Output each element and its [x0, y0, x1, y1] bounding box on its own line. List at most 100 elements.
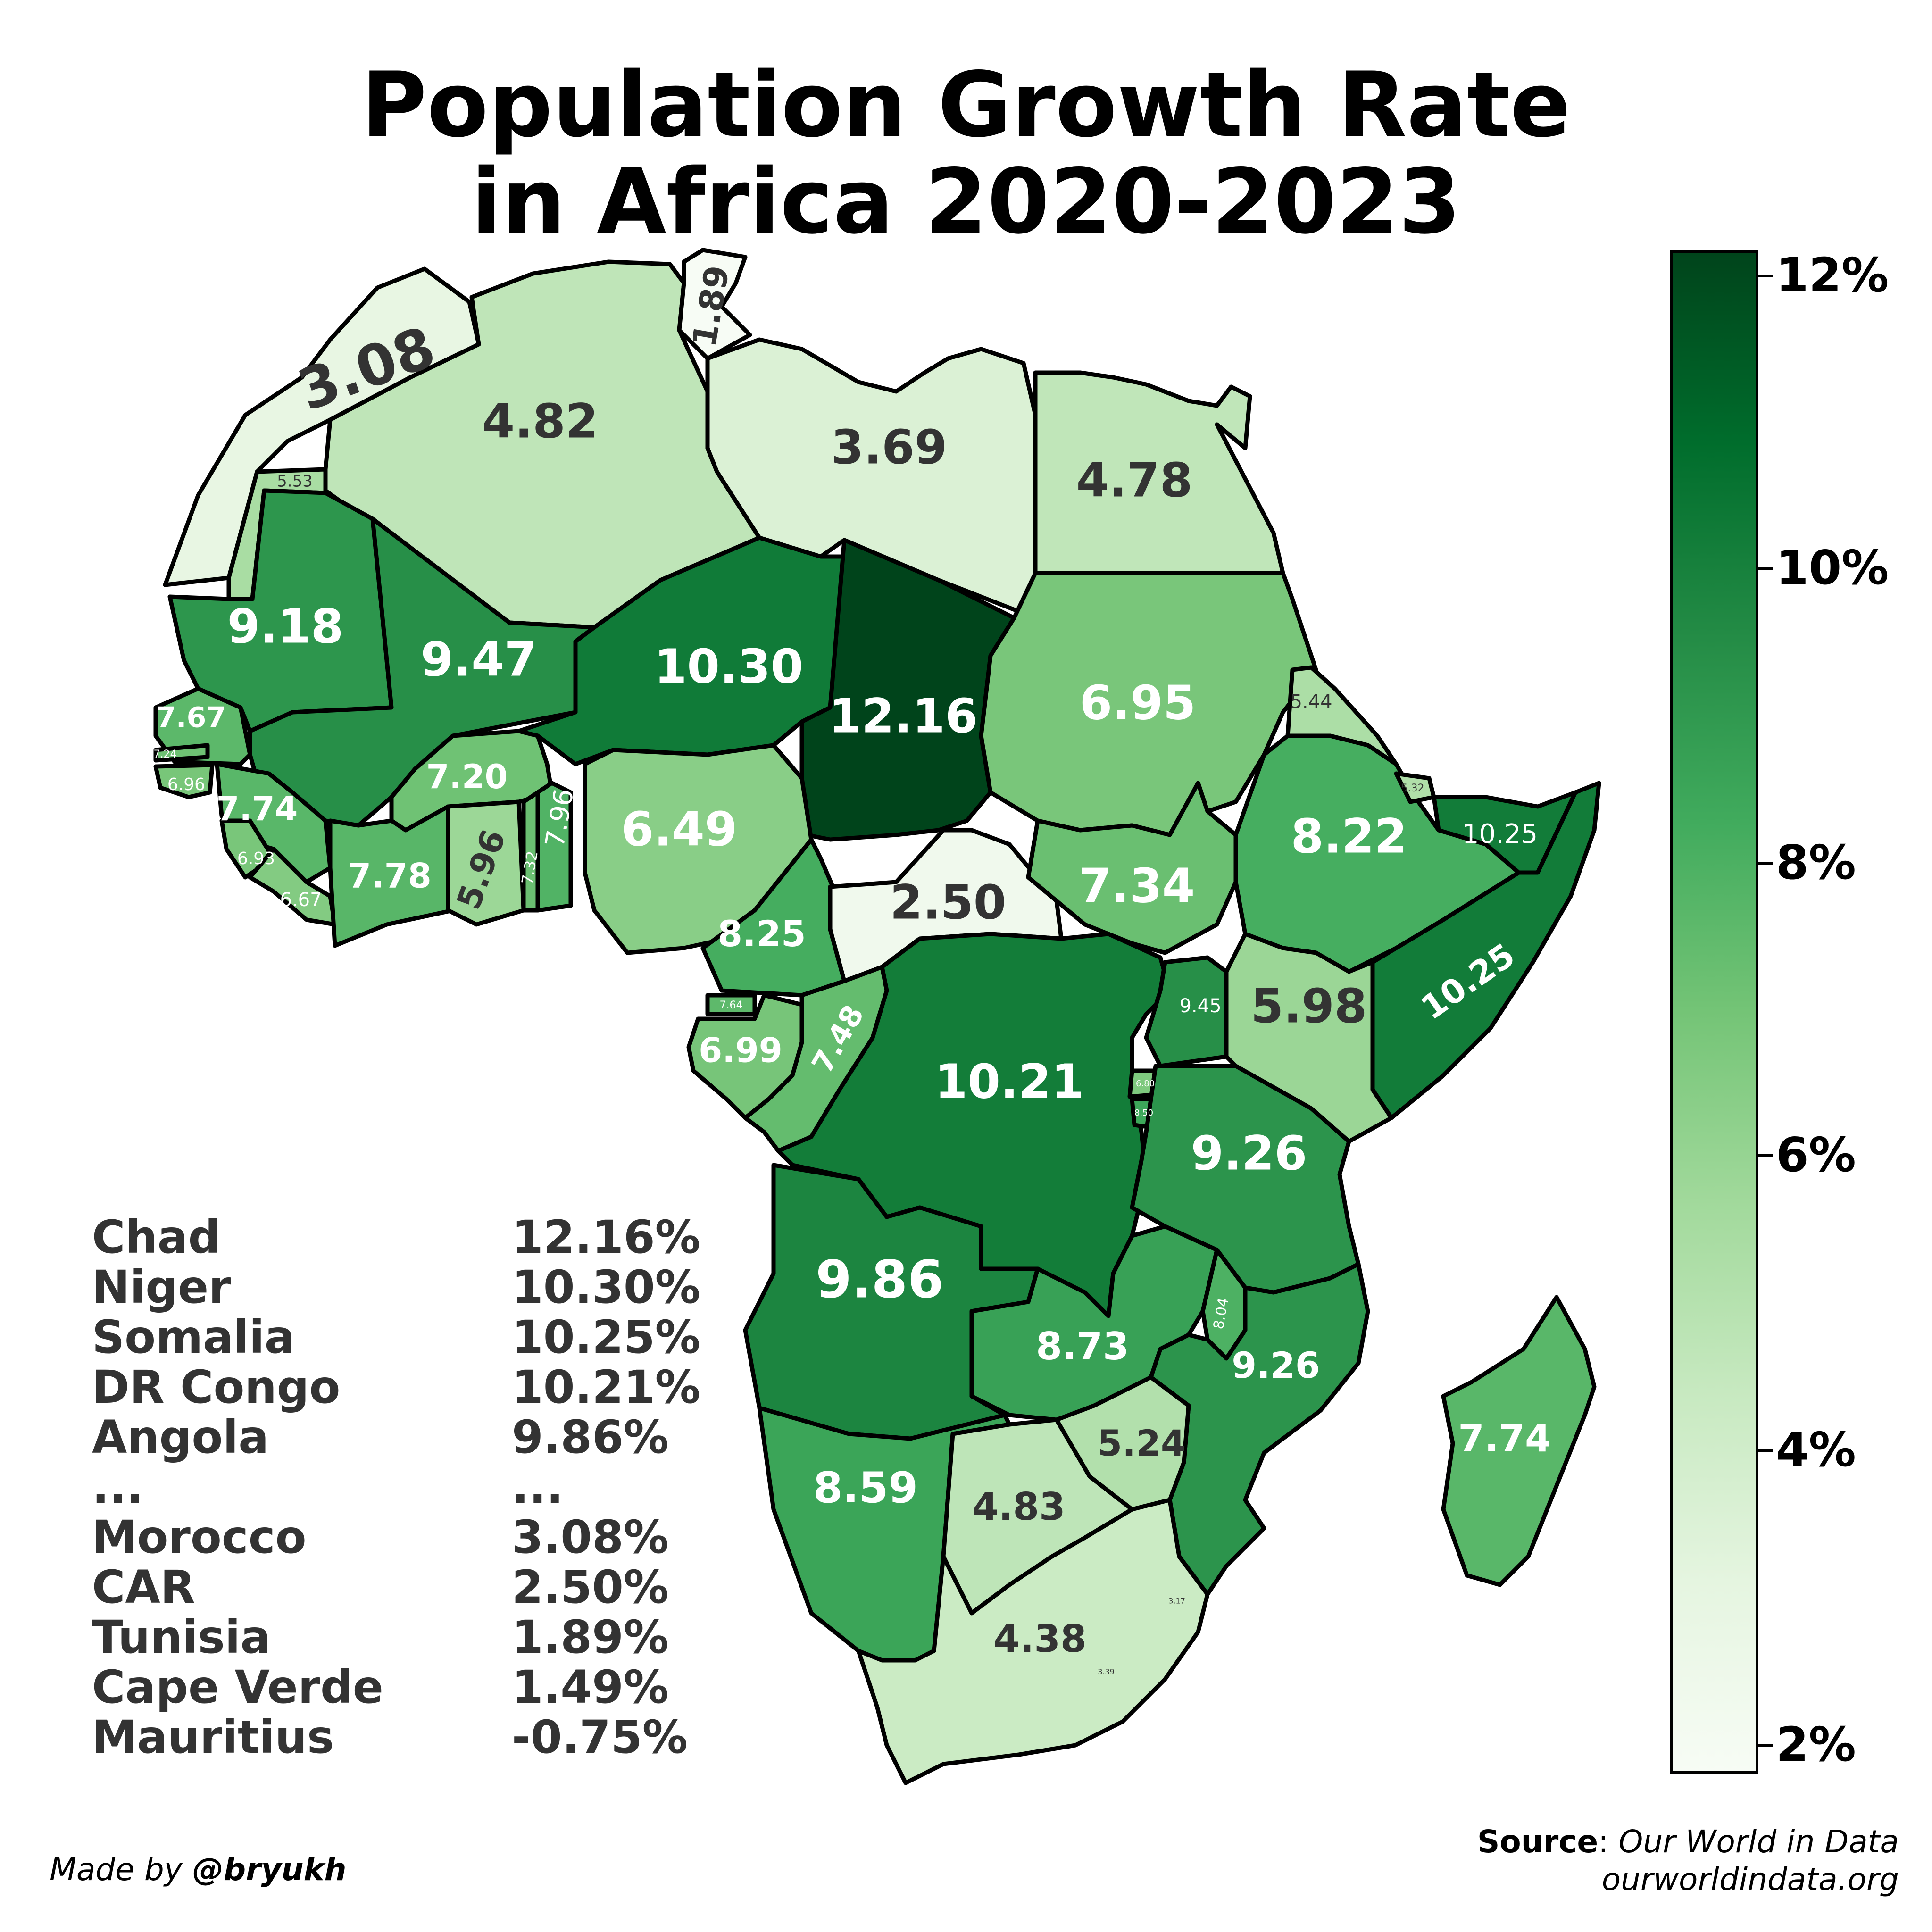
label-mali: 9.47 [421, 632, 537, 687]
credit-handle: @bryukh [192, 1851, 347, 1888]
ranking-country: ... [92, 1461, 144, 1514]
ranking-row: Angola 9.86% [92, 1412, 700, 1462]
source-name: Our World in Data [1618, 1824, 1899, 1860]
legend-tick-mark [1758, 567, 1773, 570]
ranking-value: ... [512, 1461, 564, 1514]
label-lesotho: 3.39 [1098, 1667, 1115, 1676]
label-uganda: 9.45 [1179, 995, 1221, 1017]
label-eritrea: 5.44 [1290, 691, 1332, 713]
label-angola: 9.86 [816, 1249, 943, 1309]
title-line-2: in Africa 2020-2023 [471, 150, 1461, 254]
author-credit: Made by @bryukh [50, 1851, 347, 1888]
label-zimbabwe: 5.24 [1097, 1422, 1186, 1464]
ranking-row: ...... [92, 1462, 700, 1512]
ranking-country: Tunisia [92, 1611, 271, 1664]
label-gabon: 6.99 [699, 1031, 783, 1070]
legend-tick-mark [1758, 275, 1773, 277]
region-benin [535, 781, 573, 913]
label-burundi: 8.50 [1134, 1108, 1153, 1118]
ranking-row: DR Congo 10.21% [92, 1362, 700, 1412]
region-south-africa [856, 1498, 1210, 1785]
source-label: Source [1477, 1824, 1599, 1860]
legend-tick-mark [1758, 1744, 1773, 1747]
ranking-row: Somalia 10.25% [92, 1312, 700, 1362]
label-tanzania: 9.26 [1191, 1125, 1307, 1181]
label-somaliland: 10.25 [1462, 819, 1538, 849]
ranking-row: Cape Verde 1.49% [92, 1662, 700, 1712]
label-south-africa: 4.38 [993, 1617, 1086, 1661]
label-central-african-republic: 2.50 [890, 874, 1007, 930]
ranking-country: Mauritius [92, 1711, 334, 1764]
ranking-country: Cape Verde [92, 1661, 383, 1714]
label-ethiopia: 8.22 [1291, 808, 1407, 864]
ranking-country: Chad [92, 1211, 221, 1264]
label-zambia: 8.73 [1036, 1324, 1129, 1368]
label-nigeria: 6.49 [621, 801, 738, 857]
map-title: Population Growth Rate in Africa 2020-20… [0, 57, 1932, 250]
ranking-row: Mauritius -0.75% [92, 1712, 700, 1762]
region-madagascar [1441, 1295, 1597, 1587]
label-dr-congo: 10.21 [935, 1054, 1084, 1109]
label-namibia: 8.59 [813, 1463, 918, 1513]
legend-tick-label: 10% [1776, 540, 1889, 595]
region-egypt [1033, 370, 1285, 575]
ranking-value: 9.86% [512, 1411, 669, 1464]
label-libya: 3.69 [831, 419, 948, 475]
label-egypt: 4.78 [1076, 452, 1193, 508]
label-guinea: 7.74 [217, 790, 298, 828]
ranking-country: Niger [92, 1261, 231, 1314]
legend-tick-mark [1758, 1449, 1773, 1452]
legend-tick-label: 4% [1776, 1422, 1856, 1477]
label-mauritania: 9.18 [227, 599, 344, 654]
label-gambia: 7.24 [154, 749, 177, 760]
label-liberia: 6.67 [280, 889, 322, 911]
region-liberia [248, 847, 337, 927]
source-line: Source: Our World in Data [1477, 1823, 1899, 1861]
label-equatorial-guinea: 7.64 [720, 999, 743, 1011]
region-ghana [446, 799, 526, 927]
label-mozambique: 9.26 [1232, 1344, 1320, 1386]
region-senegal [153, 686, 252, 766]
ranking-value: 10.25% [512, 1311, 700, 1364]
ranking-row: CAR 2.50% [92, 1562, 700, 1612]
label-madagascar: 7.74 [1458, 1416, 1551, 1460]
legend-tick-mark [1758, 862, 1773, 865]
source-separator: : [1598, 1824, 1619, 1860]
label-botswana: 4.83 [972, 1485, 1065, 1529]
legend-tick-label: 2% [1776, 1717, 1856, 1772]
ranking-row: Niger 10.30% [92, 1262, 700, 1312]
label-algeria: 4.82 [482, 393, 599, 449]
label-kenya: 5.98 [1251, 978, 1367, 1033]
ranking-value: -0.75% [512, 1711, 688, 1764]
credit-prefix: Made by [50, 1851, 192, 1888]
region-guinea-bissau [153, 763, 215, 799]
label-djibouti: 5.32 [1401, 783, 1424, 794]
label-eswatini: 3.17 [1168, 1597, 1185, 1606]
label-cameroon: 8.25 [717, 913, 806, 955]
ranking-row: Chad 12.16% [92, 1212, 700, 1262]
legend-tick-mark [1758, 1154, 1773, 1157]
label-chad: 12.16 [829, 688, 978, 743]
source-note: Source: Our World in Data ourworldindata… [1477, 1823, 1899, 1899]
legend-tick-label: 6% [1776, 1127, 1856, 1183]
label-ivory-coast: 7.78 [348, 856, 432, 896]
source-url: ourworldindata.org [1601, 1861, 1899, 1898]
label-senegal: 7.67 [156, 701, 226, 734]
label-sudan: 6.95 [1080, 675, 1196, 730]
ranking-value: 1.49% [512, 1661, 669, 1714]
ranking-country: CAR [92, 1561, 195, 1614]
region-gambia [153, 743, 210, 763]
region-tunisia [677, 248, 752, 361]
ranking-value: 1.89% [512, 1611, 669, 1664]
ranking-country: Angola [92, 1411, 269, 1464]
label-south-sudan: 7.34 [1079, 858, 1195, 913]
ranking-value: 2.50% [512, 1561, 669, 1614]
label-niger: 10.30 [654, 639, 803, 694]
label-sierra-leone: 6.93 [237, 849, 275, 868]
region-uganda [1144, 955, 1229, 1068]
ranking-country: Morocco [92, 1511, 307, 1564]
ranking-country: DR Congo [92, 1361, 341, 1414]
ranking-value: 3.08% [512, 1511, 669, 1564]
label-guinea-bissau: 6.96 [167, 775, 205, 794]
